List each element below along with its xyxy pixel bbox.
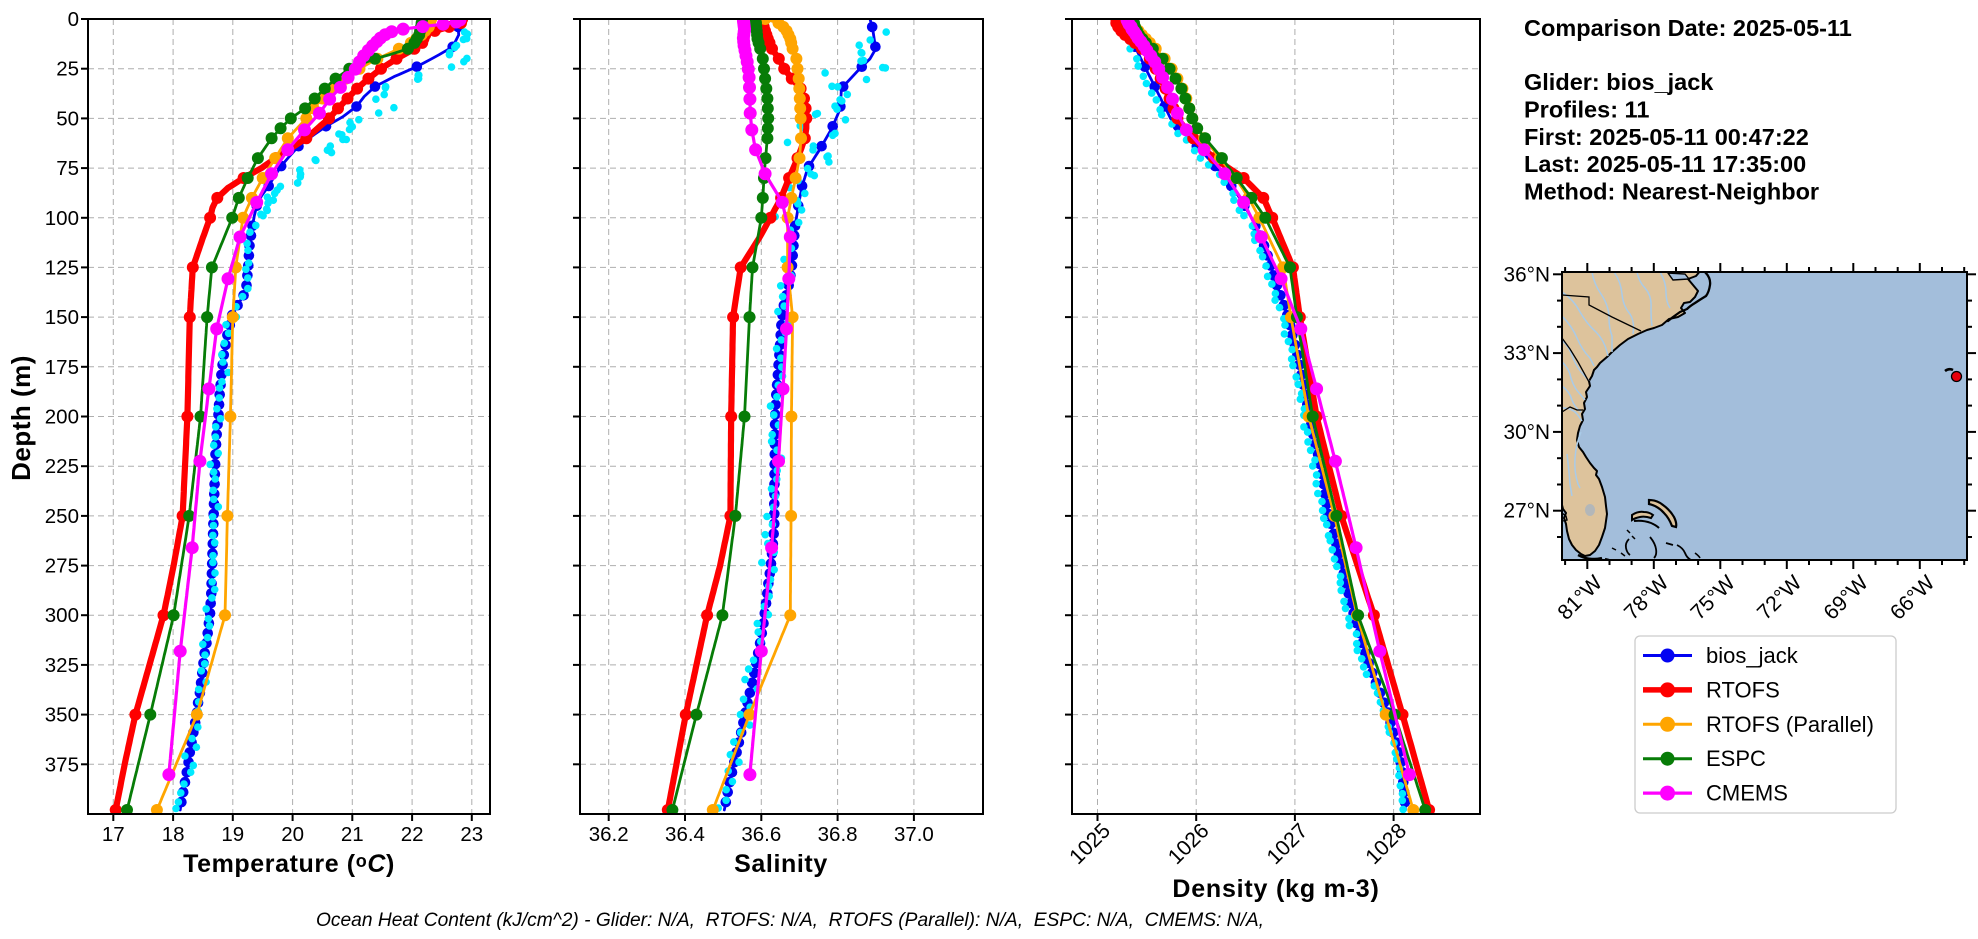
svg-text:200: 200 [45, 406, 79, 429]
svg-text:250: 250 [45, 505, 79, 528]
svg-text:Salinity: Salinity [734, 850, 828, 878]
svg-text:36.4: 36.4 [665, 823, 705, 846]
svg-text:23: 23 [460, 823, 483, 846]
svg-text:Ocean Heat Content (kJ/cm^2) -: Ocean Heat Content (kJ/cm^2) - Glider: N… [316, 910, 1264, 931]
svg-text:22: 22 [401, 823, 424, 846]
svg-text:17: 17 [102, 823, 125, 846]
svg-text:50: 50 [56, 107, 79, 130]
svg-text:125: 125 [45, 256, 79, 279]
svg-text:Method: Nearest-Neighbor: Method: Nearest-Neighbor [1524, 179, 1819, 205]
svg-text:RTOFS (Parallel): RTOFS (Parallel) [1706, 712, 1874, 737]
svg-text:Density (kg m-3): Density (kg m-3) [1172, 875, 1379, 903]
svg-text:325: 325 [45, 654, 79, 677]
svg-text:CMEMS: CMEMS [1706, 781, 1788, 806]
svg-text:Glider: bios_jack: Glider: bios_jack [1524, 69, 1714, 95]
svg-text:21: 21 [341, 823, 364, 846]
svg-text:bios_jack: bios_jack [1706, 643, 1799, 668]
svg-text:First: 2025-05-11 00:47:22: First: 2025-05-11 00:47:22 [1524, 124, 1809, 150]
svg-text:37.0: 37.0 [894, 823, 934, 846]
svg-text:ESPC: ESPC [1706, 746, 1766, 771]
svg-text:36.8: 36.8 [818, 823, 858, 846]
svg-text:100: 100 [45, 207, 79, 230]
svg-text:33°N: 33°N [1504, 342, 1550, 365]
svg-text:RTOFS: RTOFS [1706, 677, 1780, 702]
svg-text:30°N: 30°N [1504, 421, 1550, 444]
svg-text:36.2: 36.2 [589, 823, 629, 846]
svg-text:375: 375 [45, 753, 79, 776]
svg-text:0: 0 [68, 8, 79, 31]
svg-text:275: 275 [45, 555, 79, 578]
svg-text:18: 18 [162, 823, 185, 846]
svg-text:Profiles: 11: Profiles: 11 [1524, 97, 1649, 123]
svg-text:350: 350 [45, 704, 79, 727]
svg-text:36.6: 36.6 [741, 823, 781, 846]
svg-text:225: 225 [45, 455, 79, 478]
svg-text:300: 300 [45, 604, 79, 627]
svg-text:Comparison Date: 2025-05-11: Comparison Date: 2025-05-11 [1524, 15, 1852, 41]
svg-text:Last: 2025-05-11 17:35:00: Last: 2025-05-11 17:35:00 [1524, 151, 1806, 177]
svg-text:75: 75 [56, 157, 79, 180]
svg-text:25: 25 [56, 58, 79, 81]
svg-text:36°N: 36°N [1504, 263, 1550, 286]
svg-text:150: 150 [45, 306, 79, 329]
svg-text:19: 19 [221, 823, 244, 846]
svg-text:Depth (m): Depth (m) [6, 355, 36, 481]
svg-text:175: 175 [45, 356, 79, 379]
svg-text:20: 20 [281, 823, 304, 846]
svg-text:27°N: 27°N [1504, 500, 1550, 523]
